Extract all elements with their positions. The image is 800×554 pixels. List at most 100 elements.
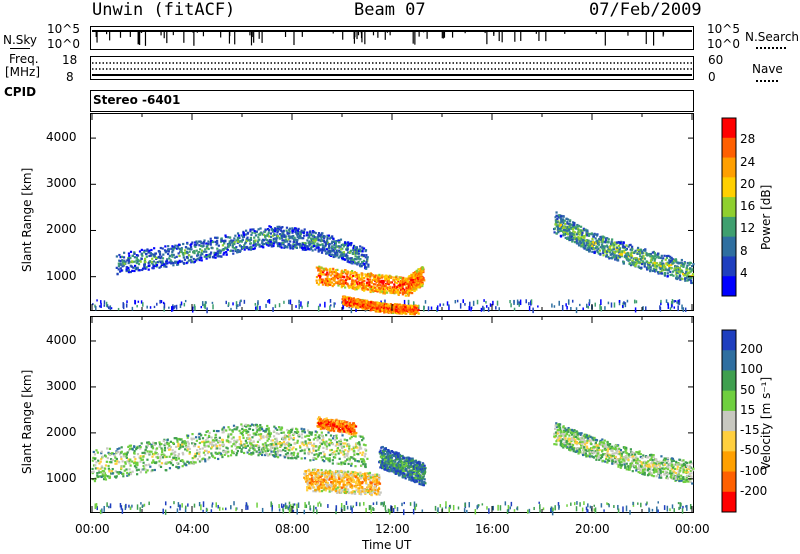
power-cell — [313, 231, 316, 234]
velocity-cell — [203, 441, 206, 444]
power-cell — [346, 297, 349, 300]
velocity-speckle — [235, 507, 237, 512]
power-speckle — [678, 302, 680, 306]
velocity-cell — [202, 440, 205, 443]
power-cell — [678, 273, 681, 276]
power-cell — [366, 281, 370, 284]
power-cell — [631, 259, 634, 262]
power-cell — [176, 263, 179, 266]
power-cell — [300, 236, 303, 240]
power-cell — [188, 250, 191, 253]
velocity-cell — [122, 453, 125, 456]
velocity-cell — [198, 455, 201, 458]
velocity-cell — [93, 479, 97, 483]
power-cell — [350, 258, 353, 261]
power-cell — [420, 269, 423, 273]
velocity-cell — [116, 471, 119, 474]
velocity-cell — [112, 453, 115, 456]
power-speckle — [412, 301, 415, 306]
power-cell — [568, 227, 571, 231]
power-speckle — [329, 305, 331, 311]
power-cell — [645, 260, 648, 263]
velocity-speckle — [368, 505, 371, 511]
power-cell — [420, 283, 423, 286]
power-cell — [667, 254, 670, 258]
power-cell — [359, 305, 362, 308]
power-cell — [321, 244, 325, 247]
power-cell — [636, 260, 640, 263]
power-cell — [193, 260, 196, 263]
power-cell — [309, 247, 312, 251]
power-cell — [139, 260, 142, 263]
velocity-cell — [258, 438, 261, 441]
power-cell — [592, 243, 596, 246]
velocity-speckle — [409, 502, 412, 506]
power-speckle — [329, 299, 332, 303]
velocity-cell — [210, 443, 214, 447]
power-cell — [410, 306, 413, 309]
power-cell — [152, 263, 155, 266]
power-cell — [348, 261, 351, 264]
velocity-cell — [175, 465, 178, 468]
velocity-cell — [242, 436, 245, 440]
power-cell — [200, 244, 203, 248]
power-cell — [196, 257, 199, 260]
power-speckle — [106, 304, 109, 308]
velocity-speckle — [99, 509, 102, 515]
velocity-cell — [131, 470, 134, 473]
power-speckle — [682, 307, 685, 313]
velocity-cell — [194, 461, 197, 464]
power-speckle — [203, 303, 206, 308]
power-cell — [685, 270, 688, 274]
power-cell — [415, 307, 418, 310]
power-cell — [602, 249, 605, 252]
velocity-speckle — [95, 503, 98, 508]
velocity-cell — [129, 447, 133, 450]
power-speckle — [600, 299, 602, 306]
velocity-cell — [124, 461, 127, 464]
power-ylabel: Slant Range [km] — [20, 167, 34, 272]
power-cell — [115, 255, 118, 258]
power-cell — [411, 305, 414, 308]
power-cell — [238, 236, 241, 239]
power-cell — [382, 284, 385, 287]
power-speckle — [230, 307, 232, 310]
power-cell — [343, 281, 346, 284]
power-cell — [272, 244, 275, 248]
velocity-cell — [193, 444, 196, 448]
velocity-cell — [169, 440, 173, 443]
power-cell — [344, 280, 347, 283]
power-cell — [261, 233, 264, 236]
velocity-speckle — [380, 502, 382, 506]
power-cell — [417, 280, 421, 283]
power-cell — [330, 247, 334, 250]
velocity-speckle — [671, 504, 674, 509]
power-cell — [243, 233, 246, 237]
power-cell — [273, 230, 277, 233]
power-cell — [668, 259, 671, 262]
velocity-cell — [100, 450, 103, 453]
power-cell — [603, 246, 606, 249]
power-cell — [321, 243, 324, 246]
power-cell — [138, 269, 141, 272]
power-cell — [600, 244, 604, 247]
power-cell — [175, 255, 178, 258]
power-cell — [247, 238, 250, 242]
power-cell — [617, 256, 620, 259]
power-cell — [275, 236, 279, 239]
power-cell — [342, 245, 346, 248]
velocity-cell — [145, 464, 148, 467]
power-cell — [291, 227, 294, 230]
power-speckle — [677, 305, 679, 312]
power-cell — [404, 307, 407, 310]
power-cell — [136, 260, 139, 263]
velocity-cell — [218, 439, 221, 443]
velocity-cell — [109, 472, 113, 475]
power-cell — [233, 237, 236, 240]
velocity-cell — [194, 455, 197, 458]
velocity-cell — [172, 456, 175, 459]
nsky-tick-bottom: 10^0 — [47, 37, 80, 51]
power-cell — [129, 270, 132, 274]
power-cell — [559, 234, 562, 237]
velocity-cell — [163, 444, 166, 447]
